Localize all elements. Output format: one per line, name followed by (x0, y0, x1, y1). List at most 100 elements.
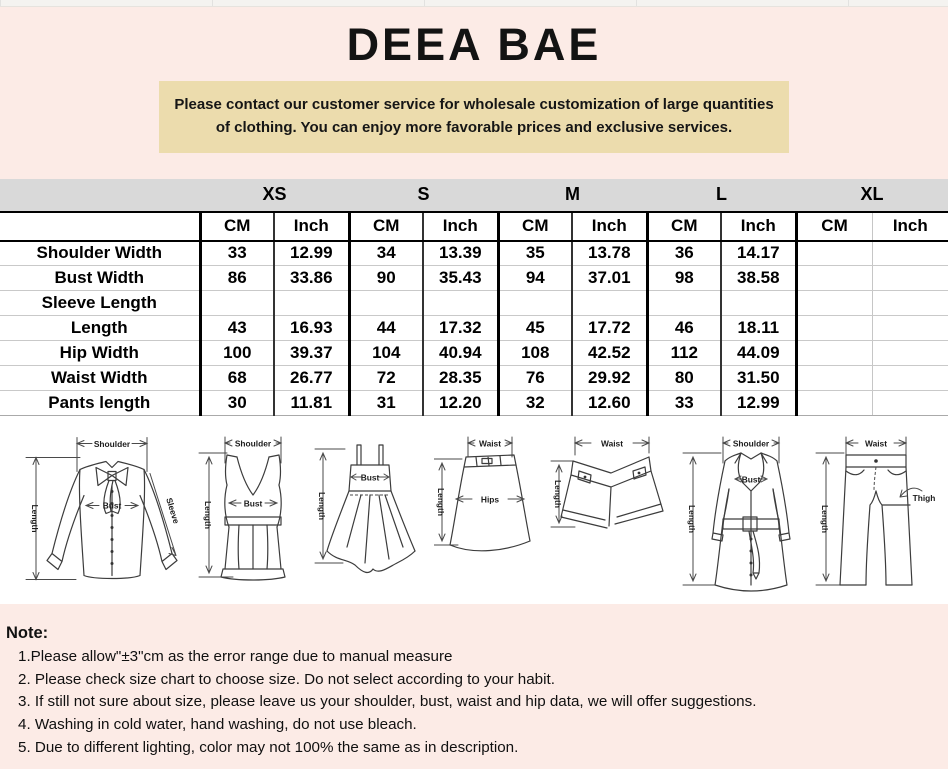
notice-line-2: of clothing. You can enjoy more favorabl… (215, 119, 733, 137)
notes-title: Note: (6, 624, 49, 642)
table-row: Shoulder Width 33 12.99 34 13.39 35 13.7… (0, 240, 948, 266)
coat-diagram: Shoulder Length Bust (682, 436, 791, 592)
cell: 43 (198, 315, 274, 341)
size-header-l: L (647, 178, 797, 213)
coat-shoulder-label: Shoulder (732, 439, 769, 449)
skirt-waist-label: Waist (479, 439, 501, 449)
pants-length-label: Length (820, 505, 830, 533)
size-chart-section: XS S M L XL CM Inch CM Inch CM Inch CM I… (0, 178, 948, 604)
unit-cm: CM (794, 211, 873, 242)
cell: 33.86 (272, 265, 350, 291)
table-row: Sleeve Length (0, 290, 948, 316)
cell: 72 (347, 365, 424, 391)
cell: 17.32 (422, 315, 499, 341)
cell (794, 390, 873, 416)
cell (871, 390, 948, 416)
cell: 16.93 (272, 315, 350, 341)
row-label: Pants length (0, 390, 200, 416)
skirt-diagram: Waist Length Hips (433, 436, 531, 552)
cell: 112 (645, 340, 722, 366)
coat-length-label: Length (687, 505, 697, 533)
cell (422, 290, 499, 316)
cell (794, 315, 873, 341)
note-item: 2. Please check size chart to choose siz… (18, 670, 555, 688)
cell: 108 (496, 340, 573, 366)
cell: 18.11 (720, 315, 797, 341)
cell: 34 (347, 240, 424, 266)
note-item: 5. Due to different lighting, color may … (18, 738, 519, 756)
table-row: Waist Width 68 26.77 72 28.35 76 29.92 8… (0, 365, 948, 391)
cell: 31 (347, 390, 424, 416)
cell: 14.17 (720, 240, 797, 266)
size-header-xs: XS (200, 178, 350, 213)
cell: 26.77 (272, 365, 350, 391)
unit-inch: Inch (571, 211, 648, 242)
cell: 17.72 (571, 315, 648, 341)
table-row: Length 43 16.93 44 17.32 45 17.72 46 18.… (0, 315, 948, 341)
cell (645, 290, 722, 316)
cell: 40.94 (422, 340, 499, 366)
blouse-length-label: Length (30, 505, 40, 533)
notice-line-1: Please contact our customer service for … (174, 96, 774, 113)
cell (871, 290, 948, 316)
cell (871, 265, 948, 291)
pants-waist-label: Waist (865, 439, 887, 449)
tank-bust-label: Bust (244, 499, 263, 509)
cell: 36 (645, 240, 722, 266)
cell: 30 (198, 390, 274, 416)
cell: 12.99 (720, 390, 797, 416)
table-row: Bust Width 86 33.86 90 35.43 94 37.01 98… (0, 265, 948, 291)
dress-bust-label: Bust (360, 473, 379, 483)
cell: 28.35 (422, 365, 499, 391)
row-label: Shoulder Width (0, 240, 200, 266)
blouse-sleeve-label: Sleeve (164, 496, 181, 525)
corner-cell (0, 178, 200, 213)
cell (794, 265, 873, 291)
shorts-waist-label: Waist (601, 439, 623, 449)
unit-cm: CM (496, 211, 573, 242)
cell (794, 365, 873, 391)
cell: 13.78 (571, 240, 648, 266)
cell: 12.99 (272, 240, 350, 266)
cell: 11.81 (272, 390, 350, 416)
skirt-hips-label: Hips (481, 495, 499, 505)
cell: 44.09 (720, 340, 797, 366)
cell: 35.43 (422, 265, 499, 291)
cell: 98 (645, 265, 722, 291)
dress-length-label: Length (317, 492, 327, 520)
row-label: Sleeve Length (0, 290, 200, 316)
note-item: 1.Please allow"±3"cm as the error range … (18, 648, 453, 665)
size-header-xl: XL (796, 178, 948, 213)
unit-inch: Inch (871, 211, 948, 242)
cell: 12.60 (571, 390, 648, 416)
cell (198, 290, 274, 316)
cell (720, 290, 797, 316)
cell (347, 290, 424, 316)
cell: 13.39 (422, 240, 499, 266)
cell: 104 (347, 340, 424, 366)
unit-cm: CM (347, 211, 424, 242)
unit-cm: CM (645, 211, 722, 242)
cell (871, 340, 948, 366)
measurement-diagrams-strip: Shoulder Length Bust Sleeve Shoulder (0, 416, 948, 604)
cell: 68 (198, 365, 274, 391)
unit-inch: Inch (720, 211, 797, 242)
cell (871, 315, 948, 341)
shorts-diagram: Waist Length (550, 436, 664, 529)
cell: 42.52 (571, 340, 648, 366)
row-label: Waist Width (0, 365, 200, 391)
note-item: 3. If still not sure about size, please … (18, 693, 757, 711)
row-label: Bust Width (0, 265, 200, 291)
cell: 29.92 (571, 365, 648, 391)
pants-thigh-label: Thigh (913, 493, 936, 503)
note-item: 4. Washing in cold water, hand washing, … (18, 716, 417, 734)
notes-section: Note: 1.Please allow"±3"cm as the error … (0, 604, 948, 757)
size-header-s: S (349, 178, 499, 213)
blouse-shoulder-label: Shoulder (94, 439, 131, 449)
unit-label-cell (0, 211, 200, 242)
notice-banner: Please contact our customer service for … (159, 81, 789, 153)
blouse-bust-label: Bust (103, 501, 122, 511)
unit-cm: CM (198, 211, 274, 242)
coat-bust-label: Bust (741, 475, 760, 485)
cell: 100 (198, 340, 274, 366)
